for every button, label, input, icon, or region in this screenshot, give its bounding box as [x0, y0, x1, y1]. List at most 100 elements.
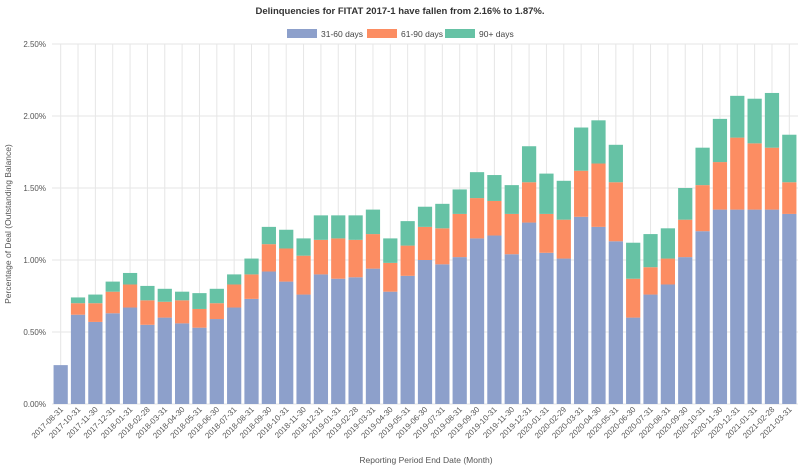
bar-segment-90-days [643, 234, 658, 268]
bar-segment-90-days [296, 238, 311, 256]
bar-segment-61-90-days [88, 303, 103, 322]
x-axis-ticks: 2017-08-312017-10-312017-11-302017-12-31… [30, 405, 794, 441]
bar-segment-90-days [70, 297, 86, 304]
bar-segment-61-90-days [175, 300, 190, 324]
bar-segment-90-days [400, 221, 415, 246]
bar-segment-90-days [348, 215, 363, 240]
bar-segment-90-days [417, 206, 433, 227]
bar-segment-61-90-days [660, 258, 675, 285]
bar-segment-61-90-days [279, 248, 294, 282]
bar-segment-61-90-days [712, 162, 728, 210]
bar-segment-90-days [487, 175, 502, 201]
bar-segment-61-90-days [452, 213, 467, 258]
bar-segment-31-60-days [556, 258, 571, 404]
bar-segment-31-60-days [400, 275, 415, 404]
bar-segment-61-90-days [487, 200, 502, 236]
bar-segment-31-60-days [747, 209, 762, 404]
bar-segment-31-60-days [660, 284, 675, 404]
bar-segment-31-60-days [331, 278, 346, 404]
bar-segment-90-days [313, 215, 329, 240]
bar-segment-31-60-days [227, 307, 242, 404]
bar-segment-31-60-days [626, 317, 641, 404]
bar-segment-61-90-days [383, 262, 398, 292]
legend-label-90-plus: 90+ days [479, 29, 514, 39]
bar-segment-61-90-days [296, 255, 311, 295]
bar-segment-90-days [764, 92, 780, 148]
y-tick-label: 2.00% [23, 112, 46, 121]
bar-segment-61-90-days [227, 284, 242, 308]
bar-segment-90-days [469, 172, 485, 199]
bar-segment-90-days [712, 118, 728, 163]
bar-segment-61-90-days [209, 303, 224, 320]
bar-segment-90-days [383, 238, 398, 263]
bar-segment-31-60-days [539, 252, 554, 404]
bar-segment-61-90-days [192, 308, 207, 328]
bar-segment-31-60-days [608, 241, 623, 404]
bar-segment-61-90-days [140, 300, 155, 325]
y-tick-label: 2.50% [23, 40, 46, 49]
bar-segment-31-60-days [487, 235, 502, 404]
bar-segment-31-60-days [591, 226, 606, 404]
bar-segment-61-90-days [574, 170, 589, 217]
bar-segment-61-90-days [608, 182, 623, 242]
bar-segment-31-60-days [695, 231, 710, 404]
bar-segment-61-90-days [730, 137, 745, 210]
bar-segment-31-60-days [417, 260, 433, 404]
bar-segment-61-90-days [105, 291, 120, 314]
bar-segment-90-days [608, 144, 623, 183]
legend-swatch-90-plus [445, 29, 475, 38]
bar-segment-61-90-days [643, 267, 658, 295]
bar-segment-31-60-days [712, 209, 728, 404]
bar-segment-90-days [452, 189, 467, 214]
legend-swatch-61-90 [367, 29, 397, 38]
bar-segment-90-days [175, 291, 190, 301]
bar-segment-31-60-days [53, 365, 68, 404]
bar-segment-90-days [660, 228, 675, 259]
legend-label-31-60: 31-60 days [321, 29, 363, 39]
bar-segment-31-60-days [175, 323, 190, 404]
bar-segment-90-days [435, 203, 450, 229]
bar-segment-61-90-days [122, 284, 138, 308]
bar-segment-90-days [539, 173, 554, 214]
bar-segment-90-days [157, 288, 172, 302]
legend-label-61-90: 61-90 days [401, 29, 443, 39]
bar-segment-90-days [209, 288, 224, 304]
bar-segment-31-60-days [643, 294, 658, 404]
bar-segment-61-90-days [313, 239, 329, 275]
bar-segment-61-90-days [417, 226, 433, 260]
bar-segment-31-60-days [452, 257, 467, 404]
bar-segment-61-90-days [365, 234, 381, 269]
chart-title: Delinquencies for FITAT 2017-1 have fall… [256, 6, 545, 17]
bar-segment-31-60-days [435, 264, 450, 404]
bar-segment-90-days [227, 274, 242, 285]
bar-segment-61-90-days [400, 245, 415, 276]
bar-segment-90-days [244, 258, 259, 275]
bar-segment-61-90-days [695, 185, 710, 232]
bar-segment-31-60-days [122, 307, 138, 404]
bar-segment-31-60-days [192, 327, 207, 404]
bar-segment-31-60-days [574, 216, 589, 404]
bar-segment-90-days [122, 272, 138, 285]
bar-segment-61-90-days [504, 213, 519, 255]
bar-segment-90-days [730, 95, 745, 138]
bar-segment-61-90-days [521, 182, 537, 223]
bar-segment-61-90-days [626, 278, 641, 318]
bar-segment-90-days [521, 146, 537, 183]
y-tick-label: 1.50% [23, 184, 46, 193]
bar-segment-90-days [365, 209, 381, 235]
bar-segment-90-days [504, 185, 519, 214]
bar-segment-31-60-days [764, 209, 780, 404]
bar-segment-61-90-days [261, 244, 276, 272]
x-axis-label: Reporting Period End Date (Month) [359, 455, 492, 465]
bars [53, 92, 797, 404]
bar-segment-90-days [331, 215, 346, 239]
bar-segment-90-days [695, 147, 710, 186]
bar-segment-90-days [678, 188, 693, 220]
bar-segment-31-60-days [209, 319, 224, 404]
bar-segment-90-days [747, 98, 762, 144]
bar-segment-61-90-days [782, 182, 797, 214]
bar-segment-90-days [626, 242, 641, 279]
y-axis-label: Percentage of Deal (Outstanding Balance) [3, 144, 13, 304]
